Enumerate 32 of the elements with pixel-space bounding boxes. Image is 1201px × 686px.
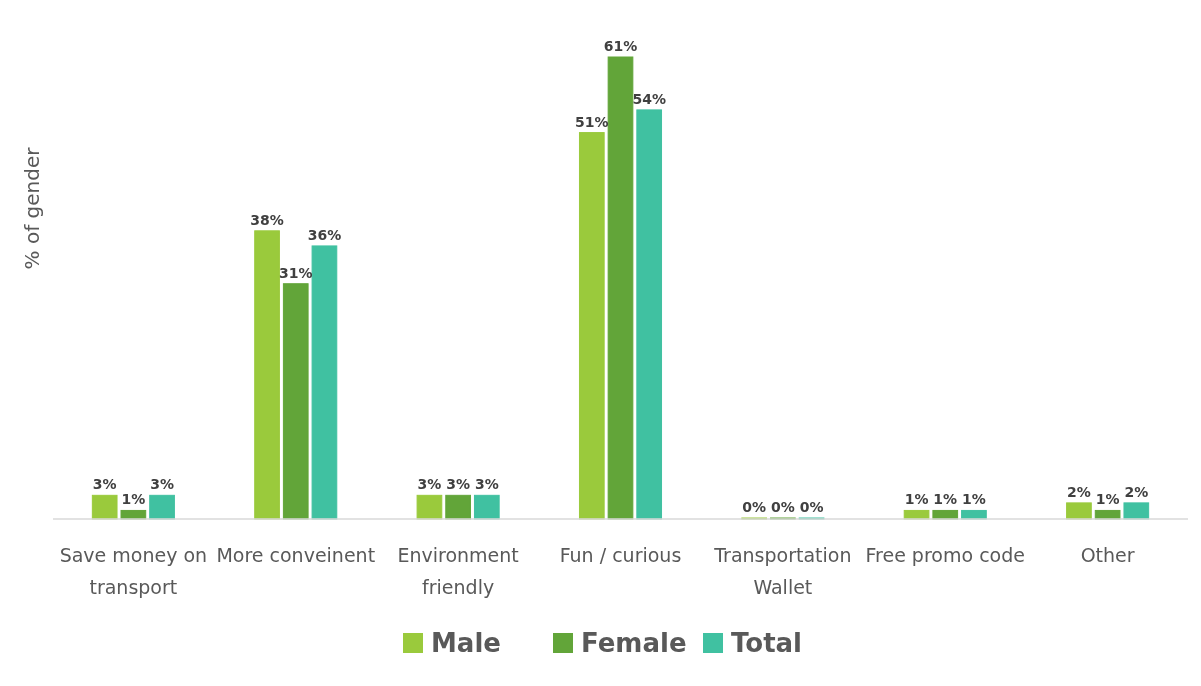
legend-label: Female: [581, 628, 687, 658]
data-label: 3%: [150, 476, 174, 493]
x-tick-label: More conveinent: [216, 544, 376, 566]
data-label: 3%: [446, 476, 471, 493]
data-label: 3%: [474, 476, 499, 493]
x-tick-label: Save money on transport: [59, 544, 208, 598]
data-label: 1%: [1095, 491, 1120, 508]
y-axis-title: % of gender: [20, 146, 44, 270]
data-label: 2%: [1067, 483, 1091, 500]
data-label: 2%: [1124, 483, 1149, 500]
x-tick-label: Transportation Wallet: [713, 544, 852, 598]
data-label: 38%: [250, 211, 284, 228]
data-label: 3%: [417, 476, 442, 493]
data-label: 0%: [742, 499, 767, 515]
data-label: 31%: [278, 264, 313, 281]
data-label: 0%: [799, 499, 824, 515]
x-tick-label: Free promo code: [865, 544, 1025, 566]
data-label: 51%: [575, 113, 609, 130]
data-label: 1%: [933, 491, 958, 508]
data-label: 1%: [121, 491, 146, 508]
data-label: 0%: [770, 499, 795, 515]
x-tick-label: Environment friendly: [397, 544, 519, 598]
data-label: 1%: [962, 491, 986, 508]
x-tick-label: Fun / curious: [559, 544, 682, 566]
x-tick-label: Other: [1080, 544, 1135, 566]
data-label: 54%: [632, 90, 666, 107]
legend-label: Male: [431, 628, 501, 658]
data-label: 1%: [904, 491, 929, 508]
legend-label: Total: [731, 628, 803, 658]
data-label: 3%: [92, 476, 117, 493]
data-label: 36%: [307, 226, 342, 243]
data-label: 61%: [603, 38, 638, 54]
